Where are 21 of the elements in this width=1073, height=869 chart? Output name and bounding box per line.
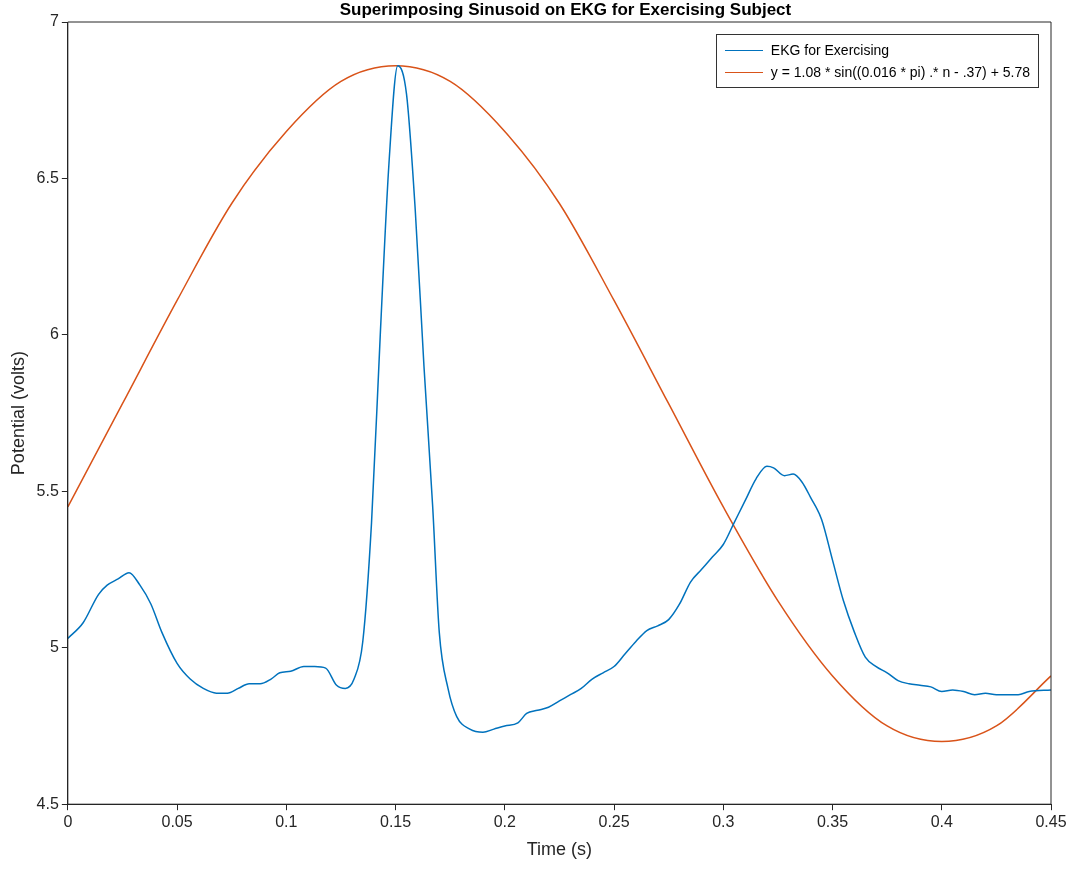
x-tick-label: 0.15 (379, 813, 412, 831)
y-tick-label: 4.5 (36, 794, 59, 812)
x-tick-label: 0.2 (493, 813, 517, 831)
legend-label: EKG for Exercising (770, 42, 890, 58)
x-tick-label: 0.3 (712, 813, 735, 831)
chart-title: Superimposing Sinusoid on EKG for Exercising Subject (338, 0, 793, 20)
y-tick-label: 5.5 (36, 481, 59, 499)
x-tick-label: 0.25 (598, 813, 630, 831)
x-tick-label: 0.1 (275, 813, 298, 831)
legend-label: y = 1.08 * sin((0.016 * pi) .* n - .37) + 5.78 (770, 64, 1030, 80)
y-tick-label: 6 (49, 325, 59, 343)
x-tick-label: 0.35 (816, 813, 849, 831)
x-tick-label: 0.05 (161, 813, 193, 831)
y-axis-title: Potential (volts) (7, 351, 28, 476)
y-tick-label: 6.5 (36, 168, 59, 186)
x-tick-label: 0.4 (930, 813, 953, 831)
x-tick-label: 0 (63, 813, 73, 831)
x-axis-title: Time (s) (526, 839, 593, 860)
y-tick-label: 7 (49, 12, 59, 30)
y-tick-label: 5 (49, 638, 59, 656)
x-tick-label: 0.45 (1035, 813, 1067, 831)
